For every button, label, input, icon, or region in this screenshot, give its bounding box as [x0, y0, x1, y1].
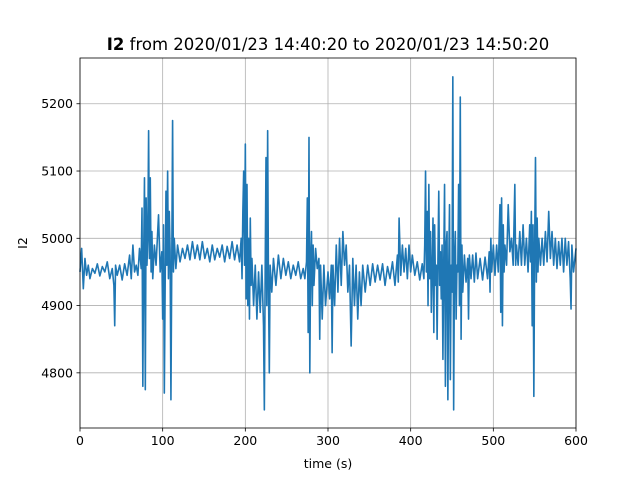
y-tick-label: 5100 — [41, 164, 73, 179]
x-tick-label: 200 — [233, 433, 257, 448]
chart-title: I2 from 2020/01/23 14:40:20 to 2020/01/2… — [107, 35, 549, 54]
x-tick-label: 0 — [76, 433, 84, 448]
series-group — [79, 76, 577, 411]
x-axis-label: time (s) — [304, 456, 352, 471]
x-tick-label: 100 — [151, 433, 175, 448]
x-tick-label: 400 — [399, 433, 423, 448]
axis-ticks: 0 100 200 300 400 500 600 4800 4900 5000 5100 5200 — [41, 96, 588, 448]
grid-lines — [79, 58, 577, 428]
chart-title-bold: I2 — [107, 35, 125, 54]
x-tick-label: 300 — [316, 433, 340, 448]
y-tick-label: 4800 — [41, 365, 73, 380]
y-tick-label: 5200 — [41, 96, 73, 111]
y-axis-label: I2 — [15, 237, 30, 249]
chart-title-rest: from 2020/01/23 14:40:20 to 2020/01/23 1… — [124, 35, 549, 54]
series-line-0 — [79, 76, 577, 411]
y-tick-label: 4900 — [41, 298, 73, 313]
x-tick-label: 600 — [564, 433, 588, 448]
y-tick-label: 5000 — [41, 231, 73, 246]
x-tick-label: 500 — [481, 433, 505, 448]
